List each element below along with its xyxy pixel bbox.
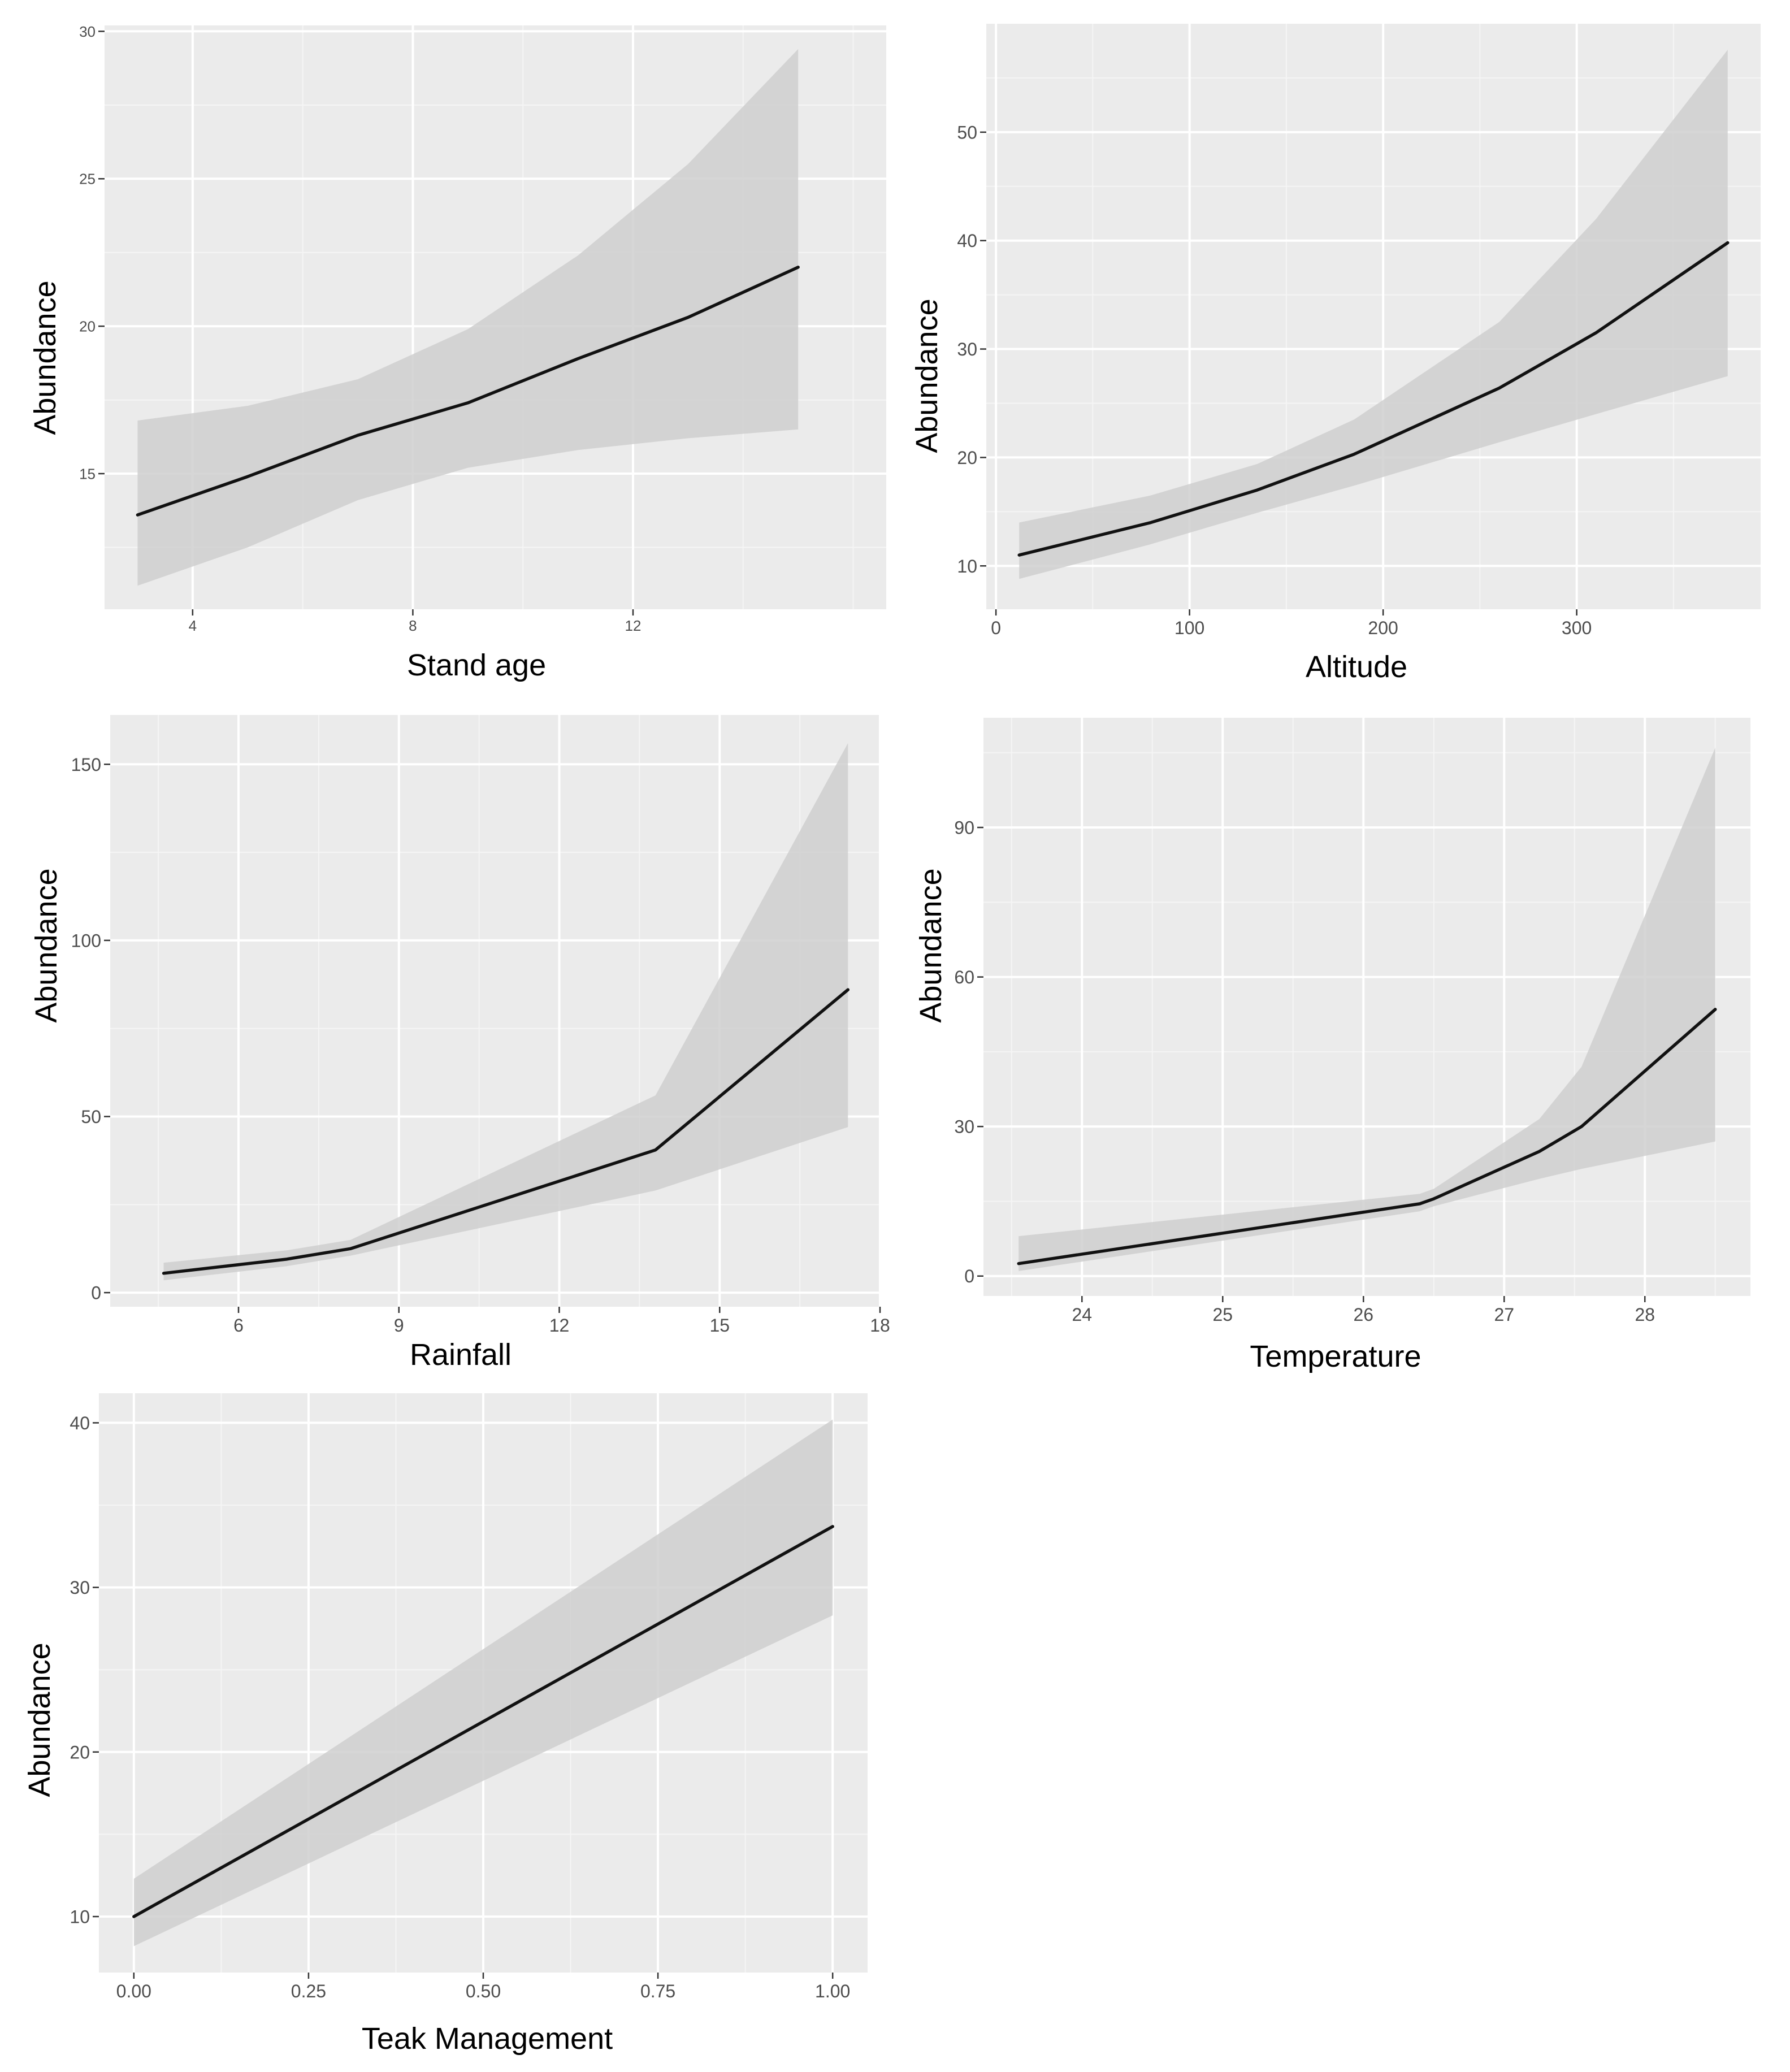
y-tick-label: 50 bbox=[81, 1107, 101, 1127]
confidence-ribbon bbox=[163, 743, 848, 1281]
y-tick-label: 0 bbox=[964, 1266, 974, 1286]
x-tick-label: 6 bbox=[233, 1315, 244, 1336]
fit-line bbox=[136, 266, 800, 517]
x-axis-title-stand-age: Stand age bbox=[407, 648, 546, 682]
y-tick-label: 150 bbox=[71, 755, 101, 775]
x-tick-label: 12 bbox=[549, 1315, 570, 1336]
plot-teak-management: 0.00 0.25 0.50 0.75 1.00 10 20 30 40 Teak Manage… bbox=[23, 1393, 868, 2056]
fit-line bbox=[1017, 1008, 1717, 1265]
plot-area-stand-age: 4 8 12 15 20 25 30 bbox=[79, 23, 886, 634]
confidence-ribbon bbox=[133, 1419, 833, 1947]
y-tick-label: 20 bbox=[957, 448, 977, 468]
y-tick-label: 0 bbox=[91, 1283, 101, 1303]
x-tick-label: 24 bbox=[1072, 1304, 1092, 1325]
x-tick-label: 9 bbox=[394, 1315, 404, 1336]
plot-stand-age: 4 8 12 15 20 25 30 Stand age Abundance bbox=[28, 23, 886, 682]
confidence-ribbon bbox=[1018, 747, 1715, 1271]
x-tick-label: 0.00 bbox=[116, 1981, 151, 2001]
y-tick-label: 40 bbox=[70, 1413, 90, 1433]
plot-altitude: 0 100 200 300 10 20 30 40 50 Altitude Abundance bbox=[910, 24, 1761, 684]
x-tick-label: 15 bbox=[709, 1315, 730, 1336]
y-tick-label: 20 bbox=[70, 1742, 90, 1762]
x-tick-label: 8 bbox=[409, 617, 417, 634]
x-tick-label: 12 bbox=[625, 617, 642, 634]
y-tick-label: 30 bbox=[79, 23, 96, 40]
plot-temperature: 24 25 26 27 28 0 30 60 90 Temperature Abundance bbox=[914, 718, 1750, 1373]
plot-area-altitude: 0 100 200 300 10 20 30 40 50 bbox=[957, 24, 1761, 638]
plot-area-rainfall: 6 9 12 15 18 0 50 100 150 bbox=[71, 715, 890, 1336]
y-axis-title-altitude: Abundance bbox=[910, 298, 944, 453]
y-tick-label: 60 bbox=[954, 967, 974, 987]
y-tick-label: 10 bbox=[70, 1907, 90, 1927]
x-tick-label: 0 bbox=[991, 618, 1001, 638]
x-tick-label: 1.00 bbox=[815, 1981, 850, 2001]
y-tick-label: 15 bbox=[79, 465, 96, 482]
x-axis-title-teak-management: Teak Management bbox=[362, 2022, 613, 2056]
x-axis-title-rainfall: Rainfall bbox=[410, 1338, 512, 1372]
x-tick-label: 28 bbox=[1635, 1304, 1655, 1325]
y-axis-title-teak-management: Abundance bbox=[23, 1642, 57, 1797]
fit-line bbox=[132, 1525, 834, 1918]
x-tick-label: 100 bbox=[1174, 618, 1204, 638]
confidence-ribbon bbox=[1019, 50, 1728, 579]
y-tick-label: 25 bbox=[79, 171, 96, 188]
y-tick-label: 90 bbox=[954, 818, 974, 838]
y-tick-label: 30 bbox=[954, 1117, 974, 1137]
y-tick-label: 50 bbox=[957, 122, 977, 142]
x-tick-label: 25 bbox=[1212, 1304, 1233, 1325]
y-axis-title-temperature: Abundance bbox=[914, 868, 948, 1022]
y-axis-title-stand-age: Abundance bbox=[28, 280, 62, 435]
y-tick-label: 30 bbox=[70, 1577, 90, 1598]
y-tick-label: 100 bbox=[71, 930, 101, 951]
fit-line bbox=[162, 988, 850, 1275]
plot-area-temperature: 24 25 26 27 28 0 30 60 90 bbox=[954, 718, 1750, 1325]
y-tick-label: 10 bbox=[957, 556, 977, 576]
confidence-ribbon bbox=[137, 49, 799, 586]
x-tick-label: 0.50 bbox=[466, 1981, 501, 2001]
fit-line bbox=[1017, 241, 1730, 557]
x-tick-label: 300 bbox=[1562, 618, 1592, 638]
y-tick-label: 20 bbox=[79, 318, 96, 335]
x-tick-label: 18 bbox=[870, 1315, 890, 1336]
x-tick-label: 27 bbox=[1494, 1304, 1514, 1325]
y-tick-label: 40 bbox=[957, 231, 977, 251]
x-axis-title-altitude: Altitude bbox=[1306, 650, 1407, 684]
y-tick-label: 30 bbox=[957, 339, 977, 359]
x-tick-label: 26 bbox=[1353, 1304, 1373, 1325]
x-axis-title-temperature: Temperature bbox=[1250, 1340, 1421, 1373]
x-tick-label: 0.25 bbox=[291, 1981, 326, 2001]
plot-area-teak-management: 0.00 0.25 0.50 0.75 1.00 10 20 30 40 bbox=[70, 1393, 868, 2001]
x-tick-label: 200 bbox=[1368, 618, 1398, 638]
y-axis-title-rainfall: Abundance bbox=[29, 868, 63, 1022]
x-tick-label: 0.75 bbox=[640, 1981, 675, 2001]
plot-rainfall: 6 9 12 15 18 0 50 100 150 Rainfall Abundance bbox=[29, 715, 890, 1372]
x-tick-label: 4 bbox=[189, 617, 197, 634]
